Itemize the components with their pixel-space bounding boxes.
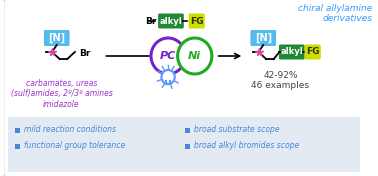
FancyBboxPatch shape [279, 45, 305, 59]
Text: Ni: Ni [188, 51, 201, 61]
FancyBboxPatch shape [158, 14, 184, 29]
Text: alkyl: alkyl [160, 17, 182, 26]
FancyBboxPatch shape [3, 0, 365, 176]
Text: functional group tolerance: functional group tolerance [25, 142, 125, 150]
Text: broad substrate scope: broad substrate scope [194, 125, 279, 134]
FancyBboxPatch shape [15, 143, 20, 149]
Text: [N]: [N] [255, 33, 272, 43]
Text: Br: Br [79, 49, 90, 58]
FancyBboxPatch shape [185, 143, 189, 149]
Text: FG: FG [190, 17, 203, 26]
FancyBboxPatch shape [15, 127, 20, 133]
Text: FG: FG [306, 48, 319, 56]
Circle shape [178, 38, 212, 74]
Text: [N]: [N] [48, 33, 65, 43]
FancyBboxPatch shape [189, 14, 205, 29]
Text: PC: PC [160, 51, 176, 61]
FancyBboxPatch shape [44, 30, 70, 46]
FancyBboxPatch shape [185, 127, 189, 133]
Text: 42-92%
46 examples: 42-92% 46 examples [251, 71, 309, 90]
FancyBboxPatch shape [250, 30, 276, 46]
Text: carbamates, ureas
(sulf)amides, 2º/3º amines
imidazole: carbamates, ureas (sulf)amides, 2º/3º am… [11, 79, 113, 109]
Text: mild reaction conditions: mild reaction conditions [25, 125, 116, 134]
Text: chiral allylamine
derivatives: chiral allylamine derivatives [299, 4, 373, 23]
Text: Br: Br [145, 17, 156, 26]
Circle shape [151, 38, 185, 74]
Text: broad alkyl bromides scope: broad alkyl bromides scope [194, 142, 299, 150]
Circle shape [161, 70, 175, 84]
FancyBboxPatch shape [8, 117, 360, 172]
FancyBboxPatch shape [305, 45, 321, 59]
Text: alkyl: alkyl [280, 48, 303, 56]
